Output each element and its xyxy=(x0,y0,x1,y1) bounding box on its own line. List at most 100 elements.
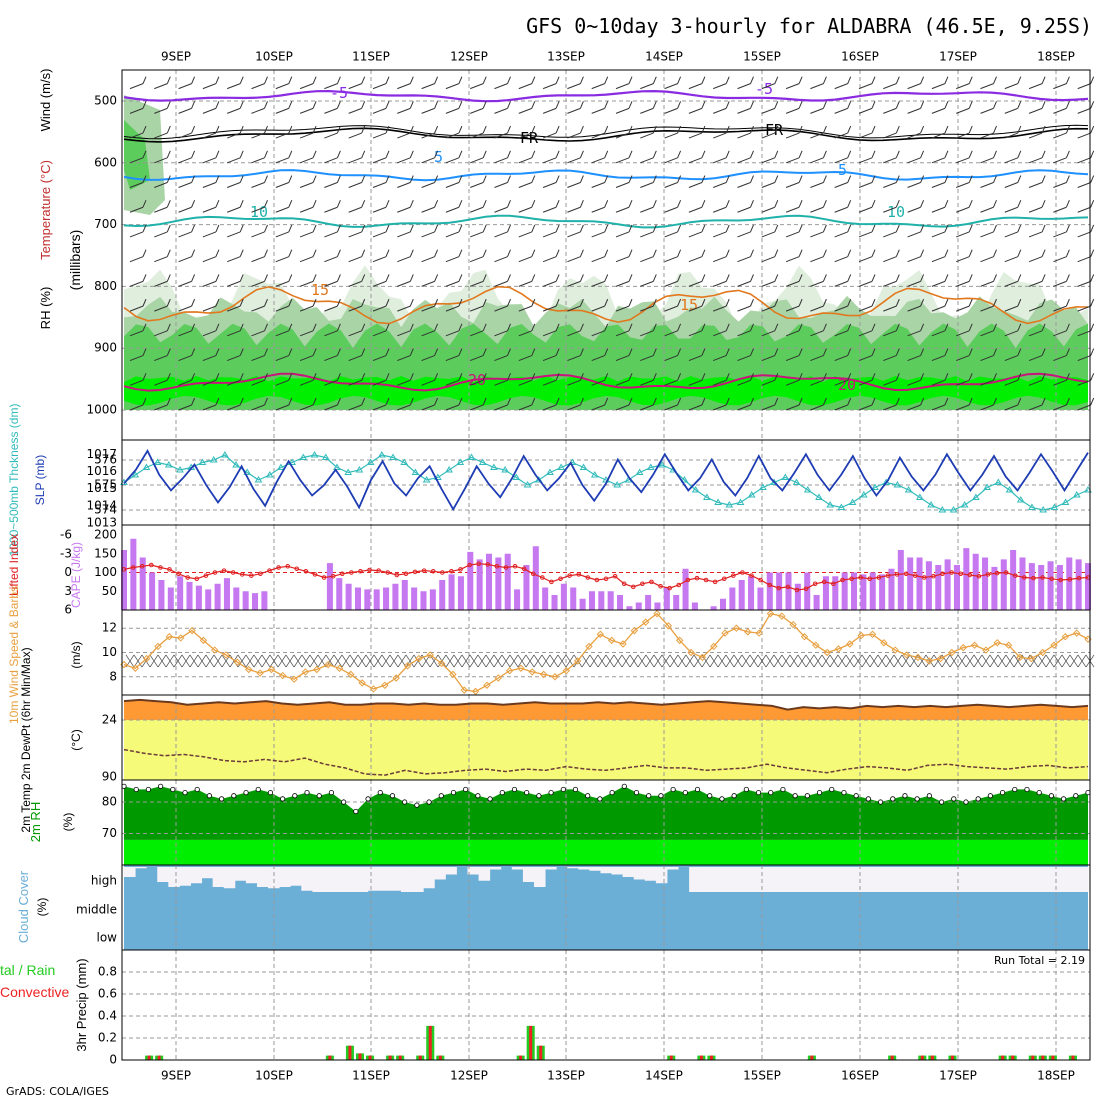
cloud-high-gap xyxy=(788,867,801,892)
day-label-bottom: 18SEP xyxy=(1037,1069,1075,1083)
wind-barb xyxy=(628,373,633,381)
wind-speed-marker xyxy=(142,654,151,663)
rh2m-marker xyxy=(463,786,469,793)
wind-barb xyxy=(324,404,338,411)
wind-speed-marker xyxy=(812,641,820,649)
precip-convective-bar xyxy=(529,1025,533,1060)
precip-convective-bar xyxy=(1031,1055,1035,1060)
thickness-marker xyxy=(590,471,599,478)
wind-barb xyxy=(372,330,387,337)
wind-barb xyxy=(664,404,678,411)
lifted-index-marker xyxy=(912,573,918,578)
lifted-index-marker xyxy=(703,577,709,583)
day-label-top: 16SEP xyxy=(841,50,879,64)
precip-convective-bar xyxy=(348,1045,352,1060)
thickness-marker xyxy=(467,453,476,460)
wind-barb xyxy=(434,274,439,282)
rh2m-marker xyxy=(719,796,725,802)
wind-barb xyxy=(482,224,487,233)
wind-barb xyxy=(591,305,605,312)
precip-convective-bar xyxy=(920,1055,924,1060)
wind-barb xyxy=(166,125,171,134)
wind-barb xyxy=(1065,150,1070,158)
wind-barb-hatch xyxy=(533,654,543,668)
wind-barb xyxy=(458,373,463,381)
wind-barb xyxy=(129,404,144,411)
rh2m-marker xyxy=(328,789,335,796)
thickness-tick: 575 xyxy=(94,478,117,492)
wind-barb xyxy=(227,231,241,238)
rh2m-marker xyxy=(182,789,188,796)
wind-speed-marker xyxy=(936,654,945,663)
wind-barb xyxy=(1065,125,1070,134)
cloud-high-gap xyxy=(689,867,701,892)
wind-barb xyxy=(591,355,605,362)
wind-barb xyxy=(531,175,536,183)
cape-bar xyxy=(579,598,586,610)
wind-barb xyxy=(348,157,362,164)
cloud-high-gap xyxy=(600,867,613,874)
wind-barb xyxy=(652,150,657,158)
thickness-marker xyxy=(646,463,655,470)
lifted-index-marker xyxy=(749,573,754,578)
wind-barb-hatch xyxy=(525,654,535,668)
wind-barb xyxy=(507,397,511,406)
wind-barb xyxy=(1028,107,1043,114)
wind-barb xyxy=(688,355,703,362)
wind-barb xyxy=(944,373,949,381)
cape-bar xyxy=(242,591,249,610)
wind-barb xyxy=(372,206,387,213)
wind-barb xyxy=(968,274,973,282)
lifted-index-marker xyxy=(1058,577,1064,583)
wind-barb xyxy=(737,280,751,287)
wind-barb xyxy=(275,83,289,90)
cloud-high-gap xyxy=(744,867,757,892)
wind-barb xyxy=(409,175,414,183)
wind-barb xyxy=(1041,397,1046,406)
wind-barb-hatch xyxy=(653,654,663,668)
wind-barb xyxy=(361,373,366,381)
wind-barb xyxy=(470,182,484,188)
cape-bar xyxy=(654,602,661,610)
wind-barb xyxy=(761,404,775,411)
lifted-index-marker xyxy=(740,570,745,575)
wind-barb xyxy=(628,348,633,356)
wind-barb xyxy=(847,125,852,134)
rh2m-marker xyxy=(438,793,444,799)
wind-barb xyxy=(542,280,557,287)
wind-barb xyxy=(761,107,775,114)
wind-barb xyxy=(385,224,390,233)
wind-barb xyxy=(713,404,727,411)
precip-convective-bar xyxy=(428,1025,432,1060)
wind-barb xyxy=(166,373,171,381)
wind-speed-marker xyxy=(687,648,695,657)
wind-barb xyxy=(555,101,560,109)
wind-barb xyxy=(421,280,435,287)
wind-barb xyxy=(1017,224,1022,233)
wind-barb xyxy=(239,323,244,332)
wind-barb xyxy=(895,125,900,134)
wind-barb xyxy=(202,132,217,139)
wind-barb xyxy=(482,373,487,381)
cloud-high-gap xyxy=(533,867,546,887)
wind-barb xyxy=(336,373,341,381)
wind-barb xyxy=(458,298,463,307)
thickness-marker xyxy=(949,506,958,513)
wind-barb xyxy=(1041,125,1046,134)
wind-barb xyxy=(871,348,876,356)
wind-barb xyxy=(409,150,414,158)
wind-barb xyxy=(798,397,803,406)
cloud-high-gap xyxy=(489,867,502,870)
wind-speed-marker xyxy=(846,640,854,648)
cape-bar xyxy=(663,587,670,610)
wind-speed-marker xyxy=(222,651,230,659)
wind-barb xyxy=(677,150,682,158)
wind-speed-marker xyxy=(369,685,378,693)
wind-barb xyxy=(1004,107,1018,114)
cloud-level-low: low xyxy=(97,931,118,945)
wind-barb xyxy=(713,132,727,139)
wind-barb xyxy=(202,280,217,287)
thickness-marker xyxy=(377,451,386,458)
cloud-level-middle: middle xyxy=(76,903,117,917)
